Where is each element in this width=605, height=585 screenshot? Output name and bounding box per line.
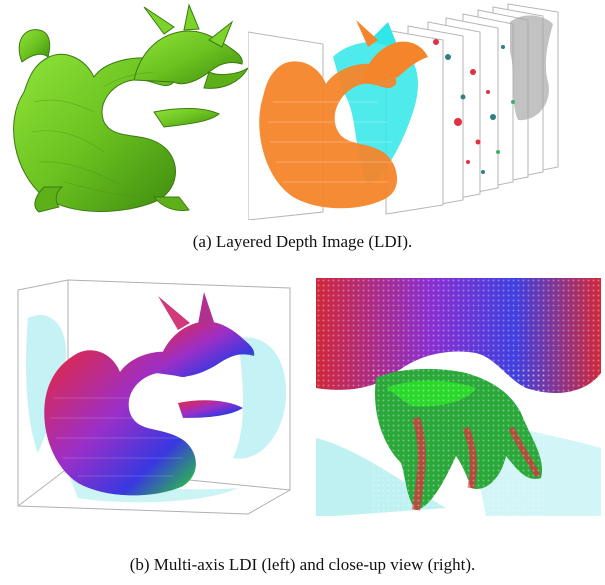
ldi-layers-image [248, 2, 600, 220]
caption-b: (b) Multi-axis LDI (left) and close-up v… [129, 555, 476, 574]
caption-a: (a) Layered Depth Image (LDI). [192, 232, 413, 251]
multi-axis-ldi-image [8, 278, 300, 516]
dragon-mesh-image [4, 2, 248, 220]
close-up-view-image [316, 278, 601, 516]
